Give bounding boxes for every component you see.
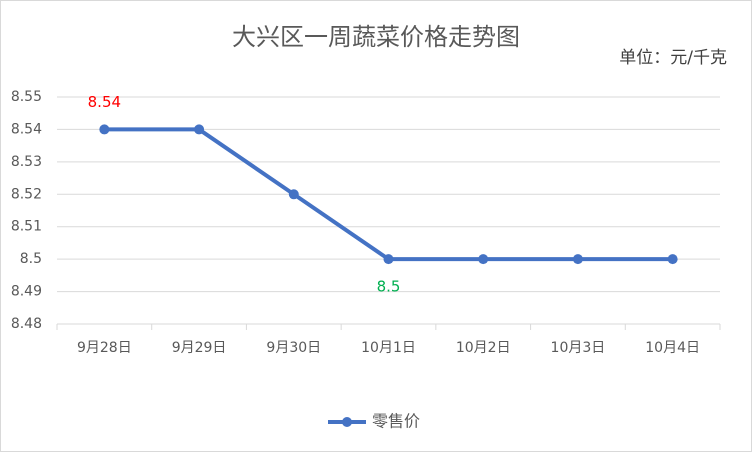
x-tick-label: 10月1日 — [361, 340, 416, 356]
x-tick-label: 9月28日 — [77, 340, 132, 356]
data-point — [383, 254, 394, 265]
data-label: 8.5 — [377, 278, 401, 296]
legend-marker — [342, 417, 352, 427]
y-tick-label: 8.54 — [11, 121, 42, 137]
y-tick-label: 8.48 — [11, 316, 42, 332]
x-tick-label: 9月29日 — [172, 340, 227, 356]
data-point — [288, 189, 299, 200]
data-label: 8.54 — [88, 93, 121, 111]
y-tick-label: 8.5 — [20, 251, 42, 267]
x-tick-label: 10月3日 — [551, 340, 606, 356]
y-tick-label: 8.49 — [11, 284, 42, 300]
legend-label: 零售价 — [372, 412, 420, 431]
x-tick-label: 10月4日 — [645, 340, 700, 356]
y-tick-label: 8.53 — [11, 154, 42, 170]
data-point — [478, 254, 489, 265]
chart-subtitle: 单位：元/千克 — [619, 48, 727, 68]
data-point — [194, 124, 205, 135]
y-tick-label: 8.51 — [11, 219, 42, 235]
y-tick-label: 8.52 — [11, 186, 42, 202]
y-tick-label: 8.55 — [11, 89, 42, 105]
chart-title: 大兴区一周蔬菜价格走势图 — [232, 23, 520, 51]
x-tick-label: 10月2日 — [456, 340, 511, 356]
x-tick-label: 9月30日 — [266, 340, 321, 356]
data-point — [99, 124, 110, 135]
data-point — [667, 254, 678, 265]
data-point — [572, 254, 583, 265]
